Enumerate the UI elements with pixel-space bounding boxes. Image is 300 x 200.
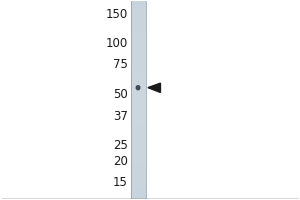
Bar — [130, 41, 146, 43]
Text: 25: 25 — [113, 139, 128, 152]
Bar — [130, 69, 146, 71]
Bar — [130, 28, 146, 31]
Text: 15: 15 — [113, 176, 128, 189]
Bar — [130, 194, 146, 197]
Bar — [130, 31, 146, 33]
Bar — [130, 114, 146, 116]
Bar — [130, 154, 146, 157]
Bar — [130, 159, 146, 162]
Bar — [130, 76, 146, 79]
Bar — [130, 46, 146, 48]
Bar — [130, 36, 146, 38]
Bar — [130, 126, 146, 129]
Bar — [130, 109, 146, 111]
Text: 20: 20 — [113, 155, 128, 168]
Bar — [130, 74, 146, 76]
Bar — [130, 164, 146, 167]
Text: 150: 150 — [105, 8, 128, 21]
Bar — [130, 23, 146, 26]
Bar — [130, 187, 146, 189]
Bar — [130, 121, 146, 124]
Bar — [130, 81, 146, 84]
Bar — [130, 197, 146, 199]
Text: 100: 100 — [105, 37, 128, 50]
Bar — [130, 129, 146, 131]
Bar — [130, 3, 146, 6]
Bar — [130, 152, 146, 154]
Polygon shape — [148, 83, 161, 92]
Bar — [130, 136, 146, 139]
Bar — [130, 8, 146, 11]
Bar — [130, 101, 146, 104]
Bar — [130, 111, 146, 114]
Bar — [130, 53, 146, 56]
Bar — [130, 13, 146, 16]
Bar — [130, 141, 146, 144]
Bar — [130, 167, 146, 169]
Bar — [130, 61, 146, 64]
Bar — [130, 139, 146, 141]
Bar — [130, 162, 146, 164]
Text: 75: 75 — [113, 58, 128, 71]
Bar — [130, 104, 146, 106]
Bar — [130, 43, 146, 46]
Bar — [130, 11, 146, 13]
Bar — [130, 99, 146, 101]
Bar — [130, 56, 146, 59]
Bar — [130, 71, 146, 74]
Bar — [130, 26, 146, 28]
Bar — [130, 59, 146, 61]
Bar — [130, 21, 146, 23]
Bar — [130, 119, 146, 121]
Bar — [130, 86, 146, 89]
Bar — [130, 184, 146, 187]
Bar — [130, 84, 146, 86]
Bar — [130, 48, 146, 51]
Bar — [130, 149, 146, 152]
Bar — [130, 174, 146, 177]
Bar — [130, 157, 146, 159]
Bar — [130, 172, 146, 174]
Bar — [130, 116, 146, 119]
Ellipse shape — [136, 86, 140, 90]
Bar — [130, 147, 146, 149]
Bar — [130, 179, 146, 182]
Bar — [130, 134, 146, 136]
Bar — [130, 91, 146, 94]
Bar — [130, 182, 146, 184]
Bar — [130, 94, 146, 96]
Bar — [130, 124, 146, 126]
Bar — [130, 79, 146, 81]
Bar — [130, 33, 146, 36]
Bar — [130, 16, 146, 18]
Bar — [130, 6, 146, 8]
Bar — [130, 18, 146, 21]
Bar — [130, 189, 146, 192]
Text: 37: 37 — [113, 110, 128, 123]
Bar — [130, 144, 146, 147]
Bar — [130, 169, 146, 172]
Bar — [130, 192, 146, 194]
Bar — [130, 96, 146, 99]
Bar — [130, 89, 146, 91]
Bar — [130, 66, 146, 69]
Text: 50: 50 — [113, 88, 128, 101]
Bar — [130, 177, 146, 179]
Bar — [130, 51, 146, 53]
Bar — [130, 64, 146, 66]
Bar — [130, 38, 146, 41]
Bar — [130, 106, 146, 109]
Bar — [130, 131, 146, 134]
Bar — [130, 1, 146, 3]
